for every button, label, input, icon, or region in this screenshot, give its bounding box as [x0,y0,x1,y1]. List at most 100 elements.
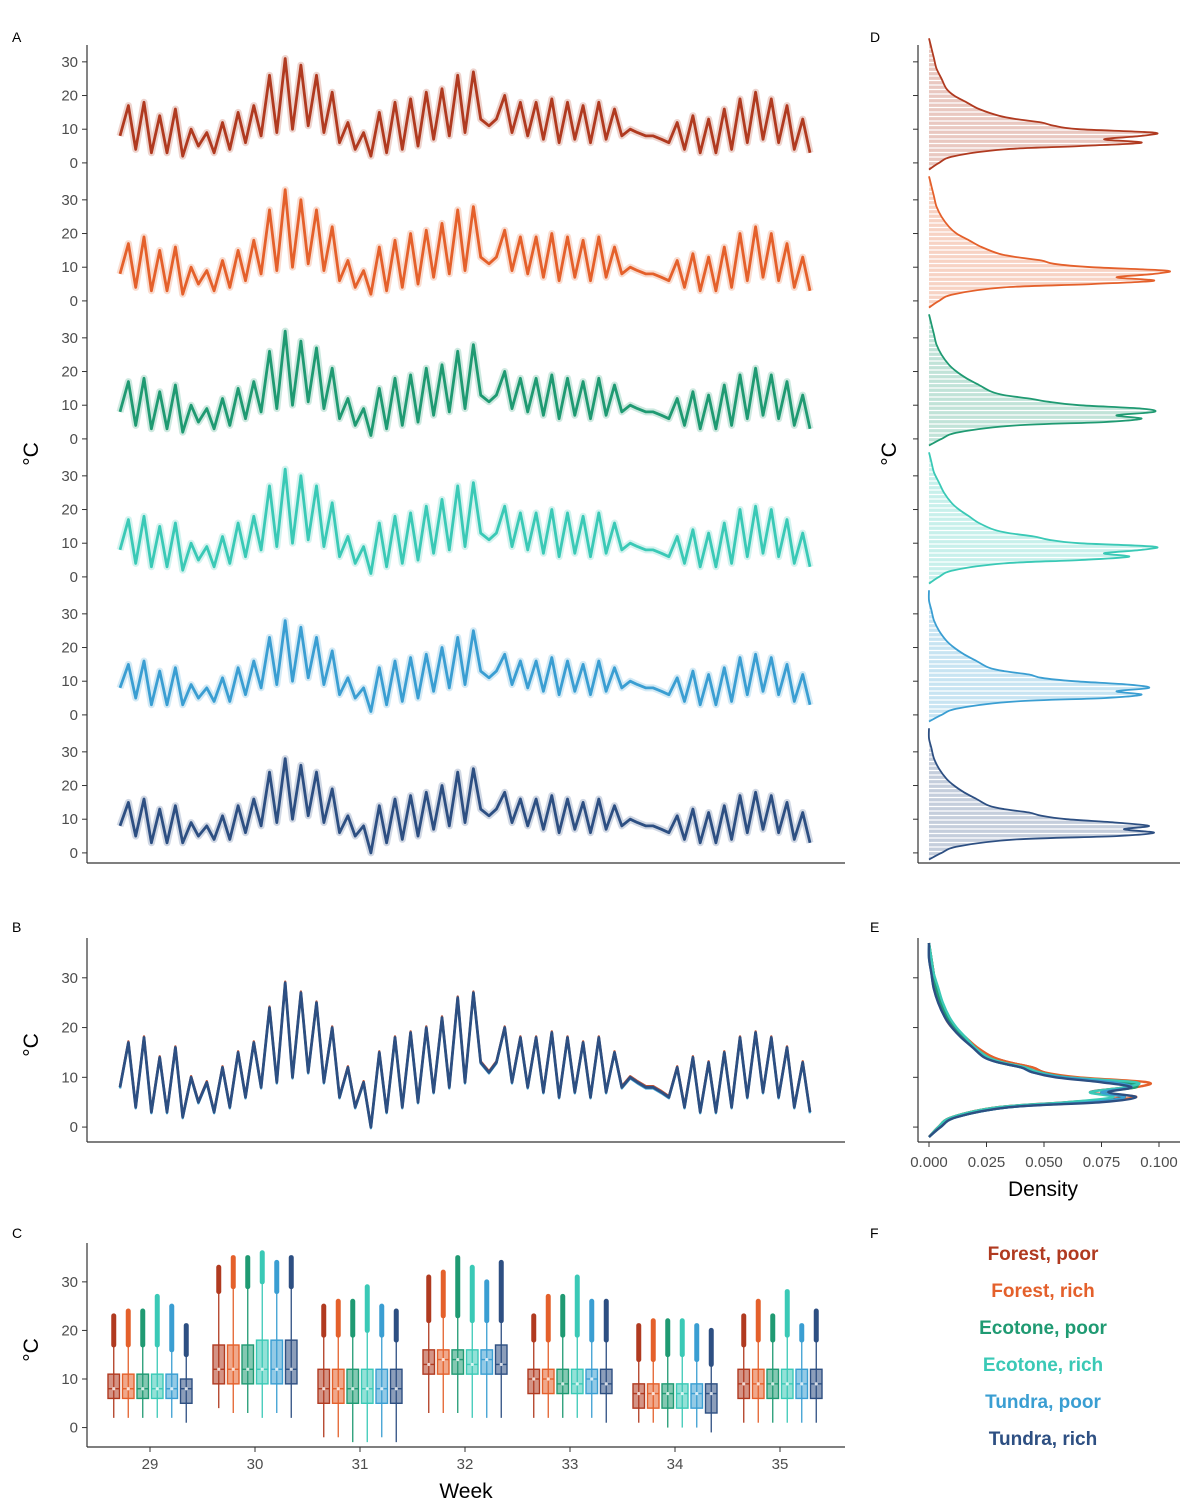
density-curve [928,38,1159,171]
box-mean-dot [590,1377,594,1381]
box-mean-dot [126,1387,130,1391]
combined-density-curve [927,942,1133,1138]
boxplot [375,1303,389,1438]
panel-label-b: B [12,919,21,935]
y-tick-label: 30 [61,744,78,761]
boxplot [241,1255,255,1413]
box-mean-dot [742,1382,746,1386]
boxplot [284,1255,298,1418]
box-iqr [136,1373,150,1400]
box-iqr [389,1368,403,1404]
series-spread-band [116,617,814,715]
boxplot [270,1259,284,1413]
panel-a-y-axis-title: °C [20,442,43,466]
boxplot [541,1293,555,1418]
boxplot [136,1308,150,1418]
boxplot [780,1289,794,1423]
box-mean-dot [260,1367,264,1371]
x-tick-label: 0.000 [910,1154,948,1171]
y-tick-label: 0 [70,431,78,448]
y-tick-label: 20 [61,778,78,795]
boxplot [121,1308,135,1418]
density-curve [928,176,1172,309]
y-tick-label: 10 [61,811,78,828]
box-mean-dot [756,1382,760,1386]
box-mean-dot [485,1357,489,1362]
panel-e-x-axis-title: Density [1008,1178,1079,1201]
combined-series-underlay [118,980,812,1127]
panel-a-timeseries-facets: °C 0 10 20 30 0 10 20 30 0 10 20 30 0 10 20 30 0 10 20 30 0 10… [20,45,845,864]
legend-entry: Ecotone, poor [979,1318,1107,1339]
box-mean-dot [289,1367,293,1371]
x-tick-label: 32 [457,1456,474,1473]
series-spread-band [116,327,814,439]
box-iqr [480,1349,494,1375]
combined-series-underlay [118,981,812,1128]
boxplot [226,1255,240,1413]
box-mean-dot [336,1387,340,1391]
box-iqr [212,1344,226,1385]
density-area [928,590,1150,722]
boxplot [422,1274,436,1413]
box-mean-dot [184,1387,188,1391]
box-mean-dot [380,1387,384,1391]
box-iqr [556,1368,570,1395]
box-mean-dot [546,1377,550,1381]
boxplot [809,1308,823,1423]
x-tick-label: 30 [247,1456,264,1473]
combined-series-underlay [118,982,812,1129]
y-tick-label: 10 [61,535,78,552]
box-mean-dot [246,1367,250,1371]
y-tick-label: 10 [61,259,78,276]
box-iqr [375,1368,389,1404]
box-iqr [241,1344,255,1385]
legend-entry: Ecotone, rich [983,1355,1103,1376]
boxplot [585,1298,599,1418]
y-tick-label: 10 [61,1371,78,1388]
boxplot [150,1293,164,1418]
box-mean-dot [141,1387,145,1391]
boxplot [389,1308,403,1443]
boxplot [451,1255,465,1413]
y-tick-label: 30 [61,468,78,485]
box-mean-dot [575,1382,579,1386]
y-tick-label: 20 [61,1322,78,1339]
x-tick-label: 0.025 [968,1154,1006,1171]
series-line-ecotone-rich [118,467,812,575]
boxplot [317,1303,331,1438]
y-tick-label: 0 [70,707,78,724]
series-line-tundra-rich [118,757,812,855]
y-tick-label: 30 [61,1274,78,1291]
panel-c-x-axis-title: Week [439,1480,493,1503]
x-tick-label: 29 [142,1456,159,1473]
y-tick-label: 30 [61,970,78,987]
box-iqr [317,1368,331,1404]
box-mean-dot [217,1367,221,1371]
panel-d-density-facets: °C [878,38,1180,864]
y-tick-label: 20 [61,502,78,519]
boxplot [346,1298,360,1443]
series-spread-band [116,55,814,160]
box-mean-dot [231,1367,235,1371]
x-tick-label: 0.075 [1083,1154,1121,1171]
combined-density-curve [927,942,1141,1138]
box-mean-dot [651,1391,655,1396]
series-line-ecotone-poor [118,329,812,437]
panel-label-c: C [12,1225,22,1241]
y-tick-label: 30 [61,192,78,209]
y-tick-label: 20 [61,226,78,243]
facet-5: 0 10 20 30 [61,606,814,724]
series-spread-band [116,465,814,577]
panel-f-legend: Forest, poor Forest, rich Ecotone, poor Eco… [979,1244,1107,1450]
density-facet-5 [913,590,1160,724]
boxplot [331,1298,345,1438]
box-iqr [675,1383,689,1409]
box-mean-dot [441,1357,445,1362]
box-mean-dot [604,1382,608,1386]
y-tick-label: 0 [70,1119,78,1136]
combined-density-curve [927,942,1139,1138]
panel-label-e: E [870,919,879,935]
density-facet-3 [913,314,1160,448]
box-mean-dot [365,1387,369,1391]
x-tick-label: 0.050 [1025,1154,1063,1171]
